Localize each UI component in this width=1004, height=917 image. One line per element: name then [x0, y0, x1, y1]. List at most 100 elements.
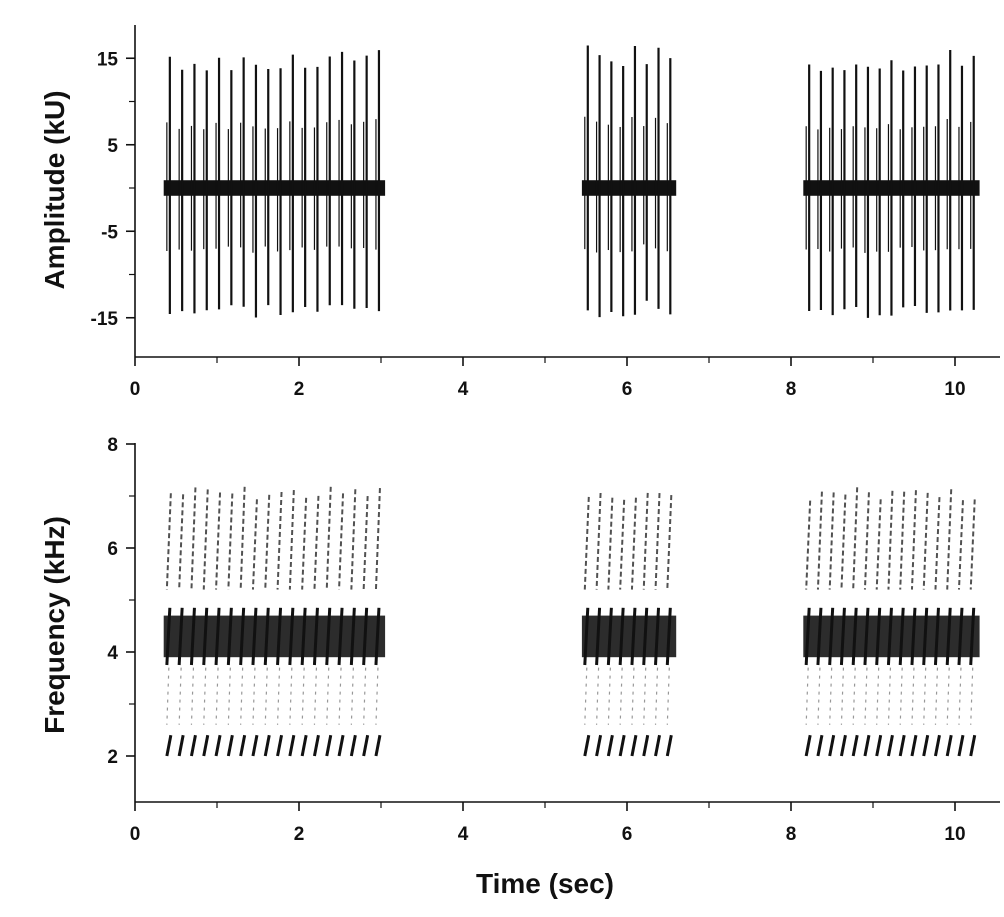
spectrogram-band-streak [189, 607, 196, 666]
spectrogram-lower-harmonic [851, 734, 859, 757]
spectrogram-upper-harmonic [607, 497, 614, 590]
spectrogram-band-streak [875, 607, 882, 666]
spectrogram-lower-harmonic [945, 734, 953, 757]
top-y-tick-label: 15 [97, 49, 119, 70]
spectrogram-panel: 0 2 4 6 8 10 2 4 6 8 Frequency (kHz) Time (sec) [39, 435, 1000, 899]
spectrogram-upper-harmonic [642, 492, 649, 590]
spectrogram-upper-harmonic [215, 492, 222, 590]
spectrogram-upper-harmonic [362, 496, 369, 590]
spectrogram-upper-harmonic [816, 491, 823, 590]
spectrogram-band-streak [362, 607, 369, 666]
spectrogram-lower-faint [190, 667, 195, 725]
spectrogram-lower-faint [934, 667, 939, 725]
top-y-tick-label: -15 [91, 309, 119, 330]
spectrogram-band-streak [804, 607, 811, 666]
bottom-x-tick-label: 10 [944, 824, 965, 845]
spectrogram-lower-faint [227, 667, 231, 725]
bottom-y-tick-label: 2 [107, 747, 118, 768]
spectrogram-band-streak [177, 607, 184, 666]
spectrogram-lower-harmonic [165, 734, 173, 757]
bottom-y-axis-title: Frequency (kHz) [39, 516, 70, 734]
spectrogram-upper-harmonic [288, 489, 295, 590]
spectrogram-lower-faint [829, 667, 833, 725]
spectrogram-lower-faint [375, 667, 379, 725]
spectrogram-band-streak [922, 607, 929, 666]
spectrogram-upper-harmonic [350, 489, 357, 590]
spectrogram-band-streak [863, 607, 870, 666]
spectrogram-band-streak [165, 607, 172, 666]
bottom-y-tick-label: 8 [107, 435, 118, 456]
spectrogram-band-streak [349, 607, 356, 666]
spectrogram-upper-harmonic [325, 486, 332, 590]
spectrogram-lower-faint [852, 667, 856, 725]
spectrogram-upper-harmonic [202, 489, 209, 590]
spectrogram-lower-faint [619, 667, 623, 725]
spectrogram-lower-harmonic [630, 734, 638, 757]
spectrogram-upper-harmonic [178, 494, 185, 590]
top-y-tick-label: -5 [101, 222, 118, 243]
spectrogram-upper-harmonic [374, 488, 381, 590]
spectrogram-lower-faint [178, 667, 182, 725]
spectrogram-marks [163, 486, 980, 757]
bottom-x-tick-label: 0 [130, 824, 141, 845]
spectrogram-upper-harmonic [301, 497, 308, 590]
spectrogram-band-streak [214, 607, 221, 666]
spectrogram-upper-harmonic [852, 487, 859, 590]
bottom-ticks: 0 2 4 6 8 10 2 4 6 8 [107, 435, 965, 845]
spectrogram-upper-harmonic [239, 486, 246, 590]
spectrogram-band-streak [642, 607, 649, 666]
bottom-x-tick-label: 6 [622, 824, 633, 845]
spectrogram-upper-harmonic [313, 495, 320, 590]
spectrogram-lower-harmonic [910, 734, 918, 757]
spectrogram-lower-faint [817, 667, 821, 725]
spectrogram-lower-faint [899, 667, 903, 725]
spectrogram-lower-harmonic [177, 734, 185, 757]
spectrogram-band-streak [665, 607, 672, 666]
spectrogram-band-streak [945, 607, 952, 666]
top-y-tick-label: 5 [107, 136, 118, 157]
spectrogram-upper-harmonic [805, 500, 812, 590]
spectrogram-lower-faint [911, 667, 915, 725]
spectrogram-upper-harmonic [595, 492, 602, 590]
spectrogram-lower-faint [887, 667, 892, 725]
spectrogram-upper-harmonic [227, 493, 234, 590]
top-x-tick-label: 0 [130, 379, 141, 400]
spectrogram-band-streak [606, 607, 613, 666]
top-x-tick-label: 4 [458, 379, 469, 400]
spectrogram-lower-harmonic [654, 734, 661, 757]
spectrogram-lower-harmonic [239, 734, 247, 757]
spectrogram-upper-harmonic [654, 493, 661, 590]
spectrogram-upper-harmonic [666, 495, 673, 590]
spectrogram-lower-faint [313, 667, 318, 725]
spectrogram-lower-harmonic [922, 734, 930, 757]
spectrogram-band-streak [300, 607, 307, 666]
spectrogram-upper-harmonic [875, 499, 882, 590]
spectrogram-lower-harmonic [957, 734, 965, 757]
spectrogram-lower-faint [805, 667, 809, 725]
spectrogram-band-streak [312, 607, 319, 666]
spectrogram-upper-harmonic [863, 492, 870, 590]
spectrogram-lower-harmonic [226, 734, 234, 757]
spectrogram-upper-harmonic [840, 494, 847, 590]
waveform-marks [163, 45, 980, 318]
spectrogram-lower-faint [876, 667, 880, 725]
spectrogram-upper-harmonic [251, 499, 258, 590]
spectrogram-band-streak [239, 607, 246, 666]
spectrogram-dominant-band [163, 615, 386, 658]
spectrogram-lower-faint [166, 667, 170, 725]
spectrogram-lower-harmonic [816, 734, 824, 757]
spectrogram-upper-harmonic [276, 491, 283, 590]
spectrogram-lower-faint [350, 667, 354, 725]
top-y-axis-title: Amplitude (kU) [39, 90, 70, 289]
spectrogram-upper-harmonic [969, 499, 976, 590]
spectrogram-lower-harmonic [595, 734, 603, 757]
top-x-tick-label: 6 [622, 379, 633, 400]
spectrogram-band-streak [251, 607, 258, 666]
spectrogram-upper-harmonic [934, 497, 941, 590]
spectrogram-lower-harmonic [898, 734, 906, 757]
spectrogram-band-streak [325, 607, 332, 666]
spectrogram-lower-faint [240, 667, 244, 725]
spectrogram-upper-harmonic [922, 492, 929, 590]
spectrogram-upper-harmonic [165, 493, 172, 590]
spectrogram-lower-harmonic [828, 734, 836, 757]
